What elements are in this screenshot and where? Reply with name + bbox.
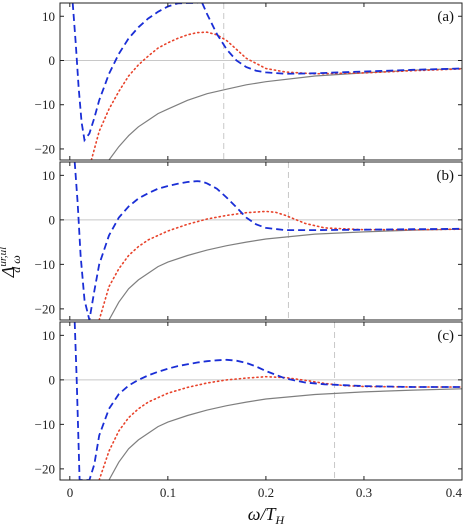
panel-frame: [59, 321, 463, 481]
panel-1: −20 −10 0 10 (b): [35, 161, 463, 321]
series-group: [71, 3, 462, 160]
x-tick-label: 0.2: [258, 485, 274, 500]
y-tick-label: −10: [35, 417, 55, 432]
panel-label: (b): [437, 168, 455, 184]
y-tick-label: −10: [35, 257, 55, 272]
x-tick-label: 0: [67, 485, 74, 500]
plot-area: [60, 3, 462, 160]
y-tick-label: −10: [35, 97, 55, 112]
plot-area: [60, 162, 462, 320]
y-tick-label: 0: [49, 53, 56, 68]
series-solid-line: [108, 388, 462, 480]
panel-frame: [59, 2, 463, 161]
y-axis-title: Δur,uld ω: [0, 247, 23, 278]
y-tick-label: −20: [35, 461, 55, 476]
series-solid-line: [108, 67, 462, 160]
panel-0: −20 −10 0 10 (a): [35, 2, 463, 161]
plot-area: [60, 322, 462, 480]
y-tick-label: 0: [49, 212, 56, 227]
series-dashed-line: [73, 322, 462, 480]
x-tick-label: 0.3: [356, 485, 372, 500]
series-dashed-line: [71, 3, 198, 143]
svg-text:Δur,uld ω: Δur,uld ω: [0, 247, 23, 278]
series-dotted-line: [90, 31, 462, 160]
y-tick-label: −20: [35, 141, 55, 156]
panel-frame: [59, 161, 463, 321]
panels: −20 −10 0 10 (a) −20 −10 0 10 (b) −20 −10 0 10 (c): [35, 2, 463, 481]
y-tick-label: 10: [42, 168, 55, 183]
panel-label: (a): [437, 9, 454, 25]
panel-2: −20 −10 0 10 (c): [35, 321, 463, 481]
series-group: [73, 162, 462, 320]
x-tick-label: 0.1: [160, 485, 176, 500]
series-group: [73, 322, 462, 480]
y-tick-label: 10: [42, 9, 55, 24]
panel-label: (c): [437, 328, 454, 344]
series-dotted-line: [98, 210, 462, 320]
series-dashed-line: [73, 162, 462, 320]
x-axis-title: ω/TH: [248, 504, 286, 526]
series-solid-line: [108, 228, 462, 320]
y-tick-label: 10: [42, 328, 55, 343]
x-tick-label: 0.4: [446, 485, 463, 500]
y-tick-label: 0: [49, 372, 56, 387]
y-tick-label: −20: [35, 301, 55, 316]
series-dashed-line: [201, 3, 462, 75]
